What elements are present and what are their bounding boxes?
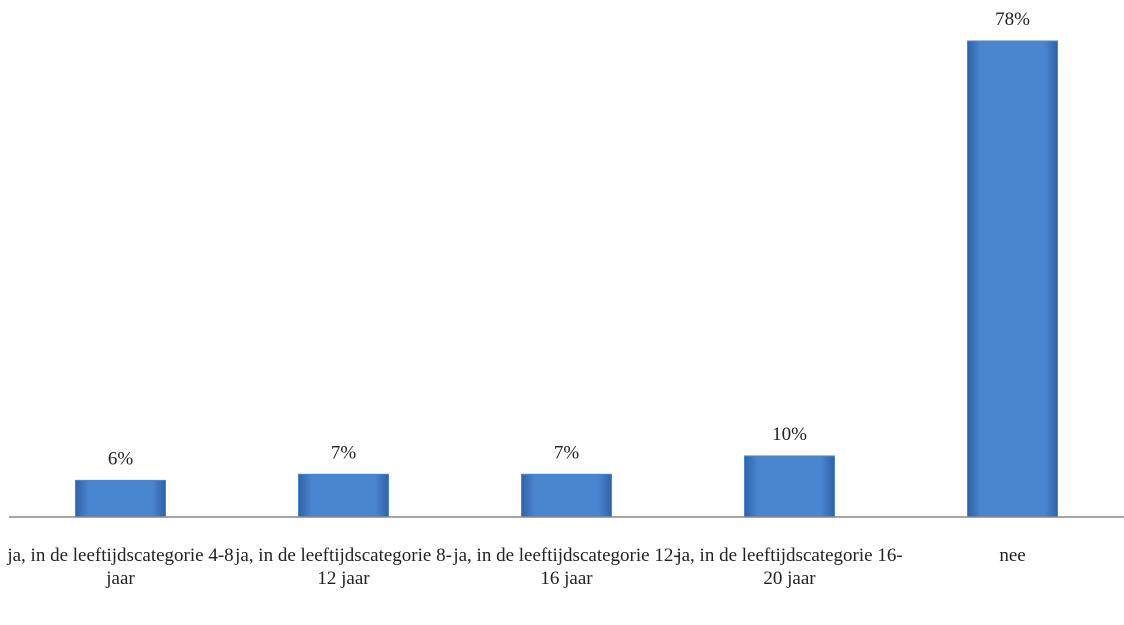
bar: [521, 473, 612, 518]
bar: [298, 473, 389, 518]
value-label: 6%: [108, 448, 134, 469]
value-label: 78%: [995, 9, 1030, 30]
x-tick-label: ja, in de leeftijdscategorie 16-20 jaar: [676, 545, 903, 589]
bar: [744, 455, 835, 518]
x-tick-label: ja, in de leeftijdscategorie 12-16 jaar: [453, 545, 680, 589]
value-label: 7%: [554, 442, 580, 463]
value-label: 7%: [331, 442, 357, 463]
x-tick-label: ja, in de leeftijdscategorie 4-8 jaar: [7, 545, 234, 589]
bar: [967, 40, 1058, 518]
x-tick-label: nee: [999, 545, 1026, 566]
bar: [75, 479, 166, 518]
x-tick-label: ja, in de leeftijdscategorie 8-12 jaar: [235, 545, 452, 589]
value-label: 10%: [772, 424, 807, 445]
